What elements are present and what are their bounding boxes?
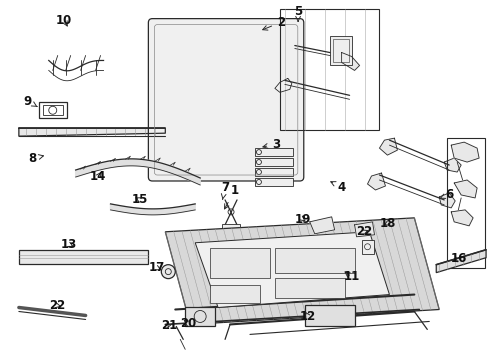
Bar bbox=[274, 278, 344, 298]
FancyBboxPatch shape bbox=[148, 19, 303, 181]
Bar bbox=[254, 168, 292, 176]
Text: 19: 19 bbox=[294, 213, 310, 226]
Bar bbox=[329, 36, 351, 66]
Text: 1: 1 bbox=[224, 184, 238, 209]
Bar bbox=[210, 248, 269, 278]
Bar bbox=[222, 224, 240, 234]
Polygon shape bbox=[274, 78, 291, 92]
Text: 2: 2 bbox=[262, 16, 285, 30]
Text: 14: 14 bbox=[90, 170, 106, 183]
Text: 13: 13 bbox=[61, 238, 77, 251]
Text: 22: 22 bbox=[49, 299, 65, 312]
Polygon shape bbox=[438, 193, 454, 208]
Polygon shape bbox=[165, 218, 438, 324]
Text: 6: 6 bbox=[439, 188, 452, 201]
Polygon shape bbox=[110, 204, 195, 215]
Text: 22: 22 bbox=[355, 225, 371, 238]
Bar bbox=[210, 285, 260, 302]
Text: 5: 5 bbox=[293, 5, 302, 21]
Polygon shape bbox=[450, 210, 472, 226]
Bar bbox=[42, 105, 62, 115]
Polygon shape bbox=[195, 232, 388, 307]
Bar bbox=[274, 248, 354, 273]
Text: 9: 9 bbox=[23, 95, 37, 108]
Polygon shape bbox=[367, 173, 385, 190]
Text: 7: 7 bbox=[221, 181, 228, 199]
Polygon shape bbox=[19, 128, 165, 136]
Text: 17: 17 bbox=[148, 261, 164, 274]
Polygon shape bbox=[354, 222, 374, 237]
Text: 15: 15 bbox=[131, 193, 148, 206]
Polygon shape bbox=[453, 180, 476, 198]
Polygon shape bbox=[309, 217, 334, 234]
Text: 3: 3 bbox=[263, 138, 280, 150]
Text: 20: 20 bbox=[180, 317, 196, 330]
Text: 10: 10 bbox=[56, 14, 72, 27]
Bar bbox=[332, 39, 348, 62]
Text: 11: 11 bbox=[343, 270, 359, 283]
Text: 18: 18 bbox=[379, 216, 396, 230]
Bar bbox=[361, 240, 373, 254]
Bar bbox=[254, 178, 292, 186]
Bar bbox=[39, 102, 66, 118]
Text: 16: 16 bbox=[450, 252, 466, 265]
Bar bbox=[185, 306, 215, 327]
Bar bbox=[304, 305, 354, 327]
Bar bbox=[254, 158, 292, 166]
Text: 21: 21 bbox=[161, 319, 177, 332]
Text: 4: 4 bbox=[330, 181, 346, 194]
Polygon shape bbox=[443, 158, 460, 172]
Bar bbox=[279, 9, 379, 130]
Polygon shape bbox=[435, 250, 485, 273]
Polygon shape bbox=[450, 142, 478, 162]
Polygon shape bbox=[76, 159, 200, 185]
Bar bbox=[447, 138, 484, 268]
Text: 12: 12 bbox=[299, 310, 315, 323]
Circle shape bbox=[161, 265, 175, 279]
Bar bbox=[254, 148, 292, 156]
Polygon shape bbox=[341, 53, 359, 71]
Bar bbox=[19, 250, 148, 264]
Polygon shape bbox=[379, 138, 397, 155]
Text: 8: 8 bbox=[28, 152, 43, 165]
